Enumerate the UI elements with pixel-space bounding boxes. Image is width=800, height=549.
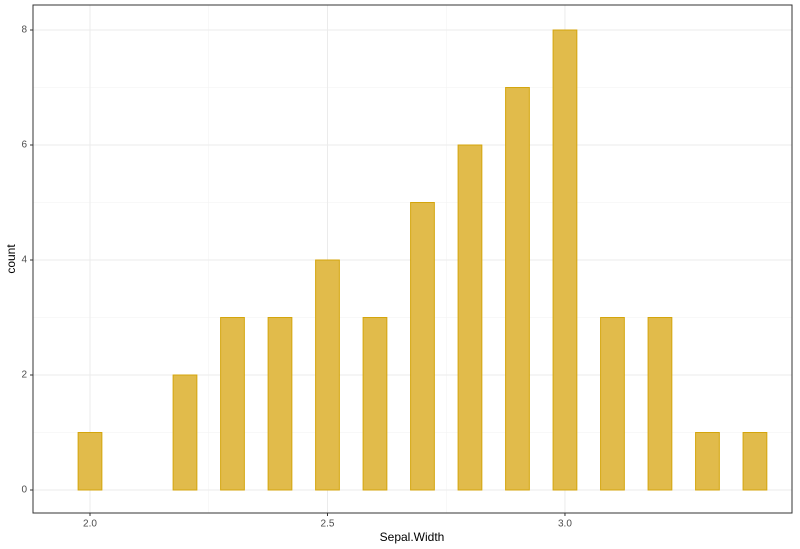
bar bbox=[457, 144, 483, 491]
y-tick-label: 8 bbox=[21, 25, 27, 36]
bar bbox=[600, 317, 625, 491]
y-tick-label: 6 bbox=[21, 140, 27, 151]
x-tick-label: 2.5 bbox=[321, 519, 335, 530]
bar bbox=[315, 259, 340, 491]
bar bbox=[172, 374, 198, 491]
y-axis-title: count bbox=[4, 244, 18, 274]
bar bbox=[647, 317, 673, 491]
bar bbox=[267, 317, 293, 491]
x-tick-label: 3.0 bbox=[558, 519, 572, 530]
y-tick-label: 4 bbox=[21, 255, 27, 266]
x-axis-title: Sepal.Width bbox=[380, 530, 445, 544]
bar bbox=[552, 29, 578, 491]
bar bbox=[505, 87, 530, 491]
x-tick-label: 2.0 bbox=[83, 519, 97, 530]
bar bbox=[362, 317, 388, 491]
bar bbox=[695, 432, 720, 491]
bar bbox=[410, 202, 435, 491]
y-tick-label: 0 bbox=[21, 485, 27, 496]
panel-border bbox=[32, 4, 793, 514]
bar bbox=[77, 432, 103, 491]
bar bbox=[220, 317, 245, 491]
y-tick-label: 2 bbox=[21, 370, 27, 381]
bar bbox=[742, 432, 768, 491]
